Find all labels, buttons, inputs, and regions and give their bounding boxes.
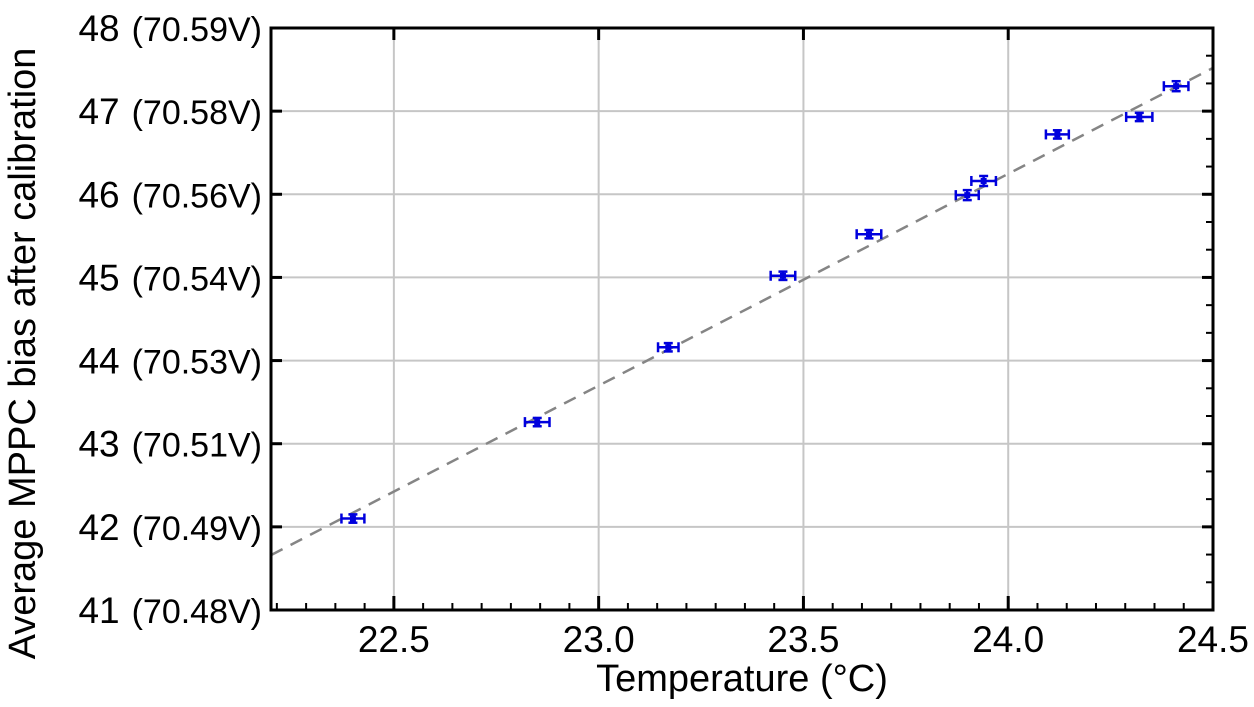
data-point	[656, 341, 680, 353]
y-tick-label: 45 (70.54V)	[78, 257, 262, 298]
point-marker	[865, 231, 872, 238]
x-tick-label: 23.0	[563, 619, 635, 660]
data-point	[970, 174, 998, 188]
point-marker	[1054, 131, 1061, 138]
data-point	[523, 416, 551, 428]
y-tick-label: 44 (70.53V)	[78, 341, 262, 382]
point-marker	[665, 344, 672, 351]
x-tick-label: 23.5	[767, 619, 839, 660]
y-axis-title: Average MPPC bias after calibration	[2, 47, 44, 660]
point-marker	[1173, 83, 1180, 90]
data-point	[954, 188, 980, 202]
x-tick-label: 22.5	[358, 619, 430, 660]
plot-frame	[269, 26, 1215, 612]
fit-line	[270, 66, 1214, 557]
point-marker	[534, 419, 541, 426]
y-tick-label: 48 (70.59V)	[78, 8, 262, 49]
data-point	[340, 513, 366, 524]
data-point	[1162, 79, 1190, 93]
point-marker	[1136, 113, 1143, 120]
x-axis-title: Temperature (°C)	[596, 658, 888, 700]
point-marker	[980, 177, 987, 184]
x-tick-label: 24.0	[972, 619, 1044, 660]
data-point	[855, 228, 883, 240]
point-marker	[779, 272, 786, 279]
y-tick-label: 41 (70.48V)	[78, 590, 262, 631]
data-point	[769, 270, 797, 282]
point-marker	[349, 515, 356, 522]
y-tick-label: 47 (70.58V)	[78, 91, 262, 132]
y-tick-label: 43 (70.51V)	[78, 424, 262, 465]
data-point	[1124, 111, 1154, 123]
data-point	[1044, 129, 1071, 140]
y-tick-label: 42 (70.49V)	[78, 507, 262, 548]
y-tick-label: 46 (70.56V)	[78, 174, 262, 215]
x-tick-label: 24.5	[1177, 619, 1249, 660]
point-marker	[964, 192, 971, 199]
